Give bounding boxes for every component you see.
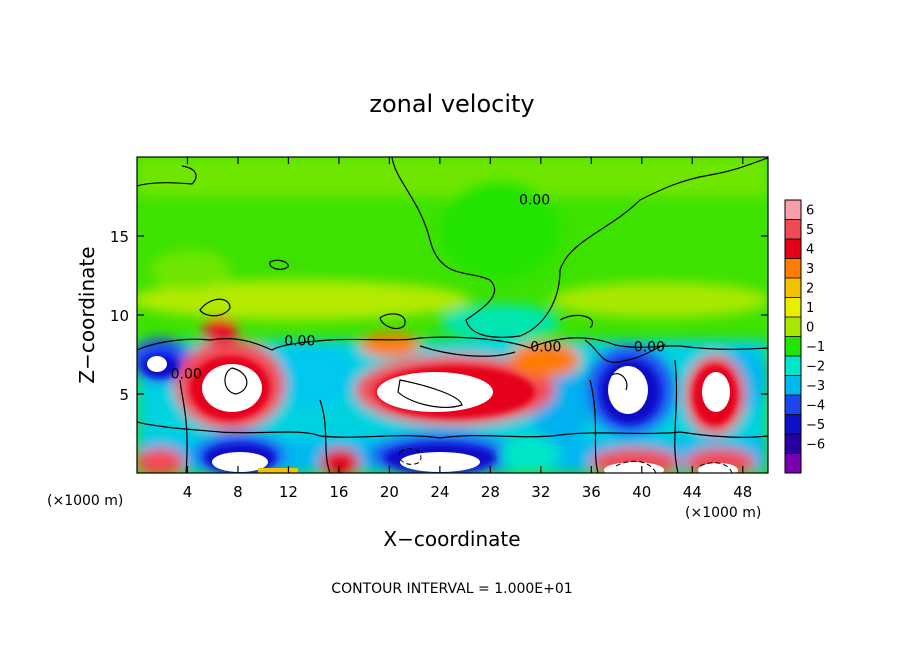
colorbar-label: −4 — [806, 398, 825, 413]
y-tick-label: 10 — [110, 307, 129, 325]
colorbar-swatch — [785, 434, 801, 454]
colorbar-label: 0 — [806, 320, 814, 335]
chart-title: zonal velocity — [369, 90, 534, 118]
colorbar-swatch — [785, 356, 801, 376]
contour-lines — [137, 157, 768, 473]
contour-label: 0.00 — [530, 340, 561, 356]
colorbar-swatch — [785, 395, 801, 415]
colorbar-label: 1 — [806, 301, 814, 316]
colorbar-swatch — [785, 317, 801, 337]
contour-label: 0.00 — [171, 366, 202, 382]
colorbar-label: −2 — [806, 359, 825, 374]
colorbar: 6 5 4 3 2 1 0 −1 −2 −3 −4 −5 −6 — [784, 199, 825, 474]
colorbar-label: 5 — [806, 223, 814, 238]
x-tick-label: 28 — [481, 483, 500, 501]
colorbar-swatch — [785, 453, 801, 473]
x-tick-label: 20 — [380, 483, 399, 501]
x-unit-right: (×1000 m) — [685, 505, 761, 521]
colorbar-label: 4 — [806, 242, 814, 257]
x-tick-label: 24 — [430, 483, 449, 501]
x-tick-label: 44 — [683, 483, 702, 501]
x-tick-label: 12 — [279, 483, 298, 501]
contour-label: 0.00 — [284, 333, 315, 349]
colorbar-label: −3 — [806, 379, 825, 394]
x-axis-label: X−coordinate — [383, 527, 520, 551]
colorbar-label: 6 — [806, 203, 814, 218]
colorbar-label: −5 — [806, 418, 825, 433]
colorbar-swatch — [785, 239, 801, 259]
colorbar-swatch — [785, 297, 801, 317]
x-unit-left: (×1000 m) — [47, 493, 123, 509]
contour-label: 0.00 — [519, 193, 550, 209]
colorbar-label: 3 — [806, 262, 814, 277]
negative-contours — [398, 448, 733, 473]
x-tick-label: 8 — [233, 483, 243, 501]
contour-label: 0.00 — [634, 340, 665, 356]
colorbar-label: −6 — [806, 437, 825, 452]
y-tick-label: 5 — [119, 386, 129, 404]
contour-interval-note: CONTOUR INTERVAL = 1.000E+01 — [331, 581, 572, 597]
colorbar-swatch — [785, 278, 801, 298]
colorbar-swatch — [785, 219, 801, 239]
colorbar-swatch — [785, 336, 801, 356]
x-tick-label: 4 — [183, 483, 193, 501]
x-tick-label: 48 — [733, 483, 752, 501]
colorbar-swatch — [785, 375, 801, 395]
y-tick-label: 15 — [110, 228, 129, 246]
x-axis-ticks: 4 8 12 16 20 24 28 32 36 40 44 48 — [183, 157, 752, 501]
colorbar-swatch — [785, 414, 801, 434]
x-tick-label: 36 — [582, 483, 601, 501]
velocity-field — [137, 157, 768, 473]
x-tick-label: 16 — [329, 483, 348, 501]
y-axis-ticks: 5 10 15 — [110, 228, 768, 404]
contour-labels: 0.00 0.00 0.00 0.00 0.00 — [171, 193, 665, 383]
colorbar-swatch — [785, 200, 801, 220]
x-tick-label: 40 — [632, 483, 651, 501]
colorbar-label: −1 — [806, 340, 825, 355]
y-axis-label: Z−coordinate — [75, 246, 99, 383]
colorbar-label: 2 — [806, 281, 814, 296]
colorbar-swatch — [785, 258, 801, 278]
x-tick-label: 32 — [531, 483, 550, 501]
